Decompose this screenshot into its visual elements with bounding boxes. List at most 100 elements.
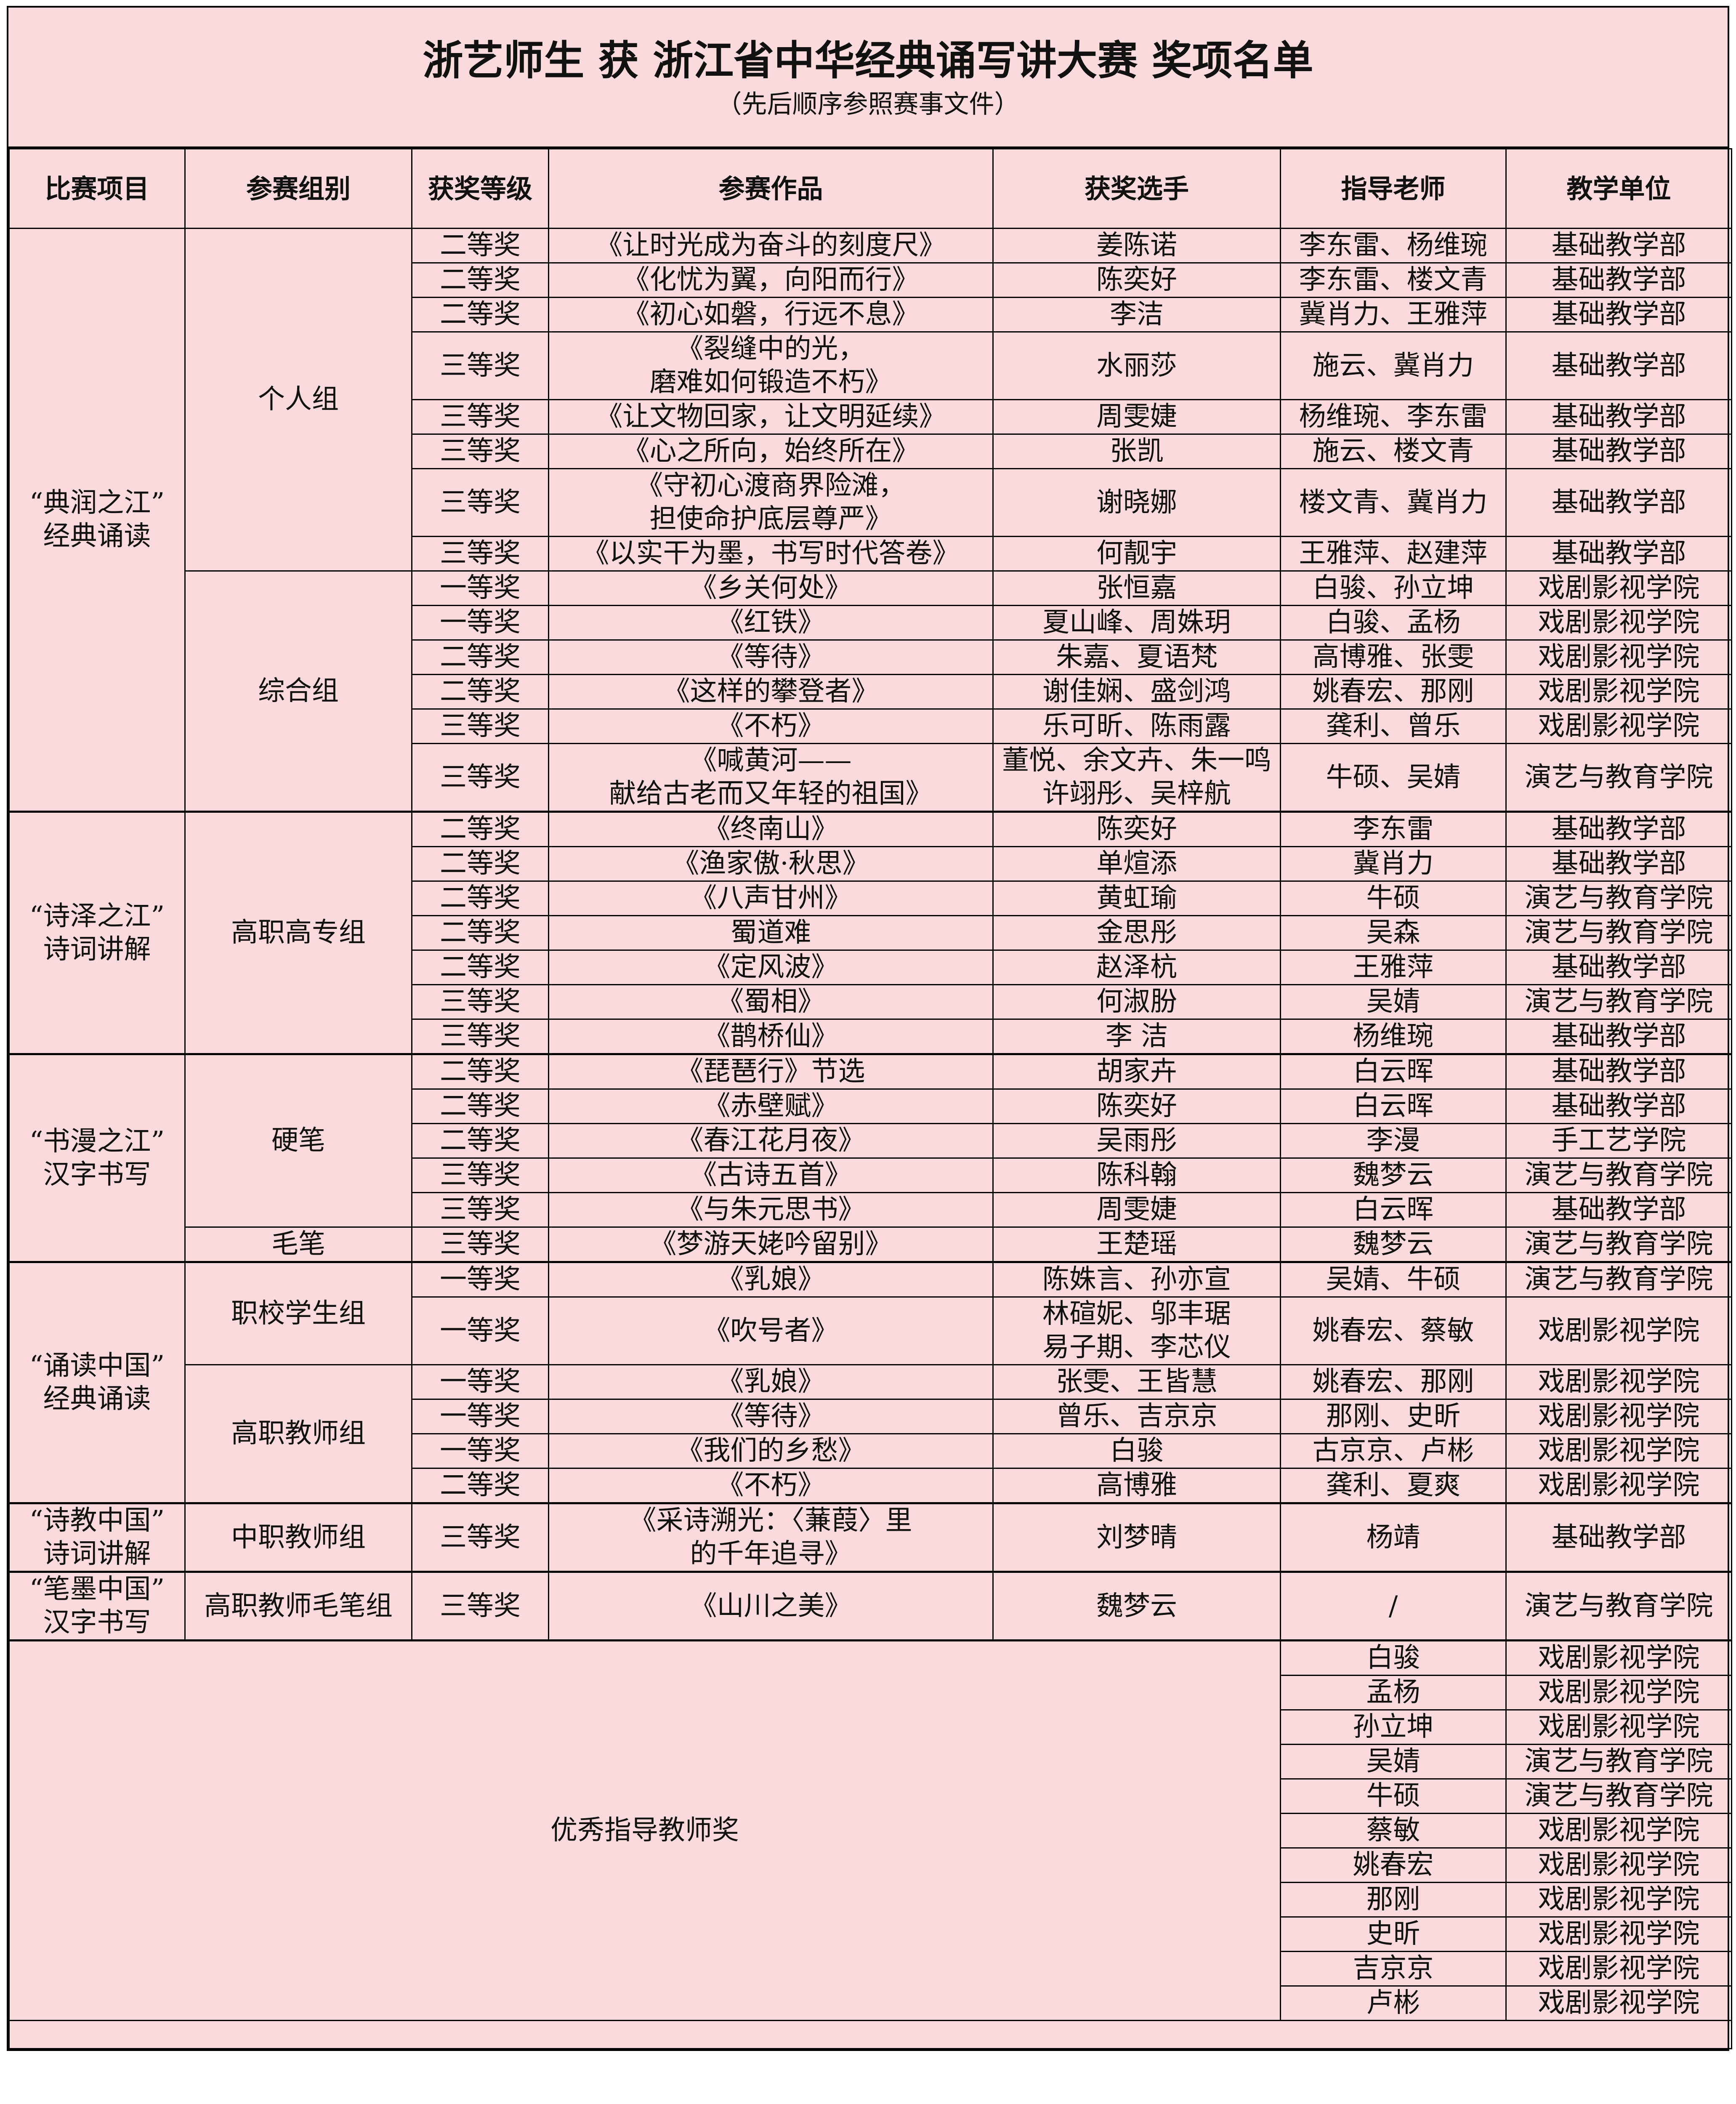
winner-cell: 刘梦晴: [992, 1502, 1281, 1572]
unit-cell: 基础教学部: [1505, 297, 1732, 332]
teacher-cell: 李东雷、杨维琬: [1280, 228, 1507, 263]
teacher-cell: 姚春宏、蔡敏: [1280, 1296, 1507, 1365]
winner-cell: 陈奕好: [992, 262, 1281, 298]
unit-cell: 戏剧影视学院: [1505, 1433, 1732, 1469]
work-cell: 《渔家傲·秋思》: [548, 846, 994, 882]
teacher-cell: 白骏、孟杨: [1280, 605, 1507, 641]
teacher-cell: 牛硕: [1280, 880, 1507, 916]
teacher-cell: 王雅萍、赵建萍: [1280, 536, 1507, 572]
unit-cell: 演艺与教育学院: [1505, 1744, 1732, 1779]
table-row: 二等奖 《不朽》 高博雅 龚利、夏爽 戏剧影视学院: [9, 1468, 1732, 1504]
teacher-cell: 杨靖: [1280, 1502, 1507, 1572]
page-title: 浙艺师生 获 浙江省中华经典诵写讲大赛 奖项名单: [423, 37, 1313, 84]
unit-cell: 戏剧影视学院: [1505, 1296, 1732, 1365]
unit-cell: 演艺与教育学院: [1505, 1226, 1732, 1263]
winner-cell: 高博雅: [992, 1468, 1281, 1504]
page-subtitle: （先后顺序参照赛事文件）: [716, 90, 1020, 119]
teacher-cell: 牛硕: [1280, 1778, 1507, 1814]
table-row: 三等奖 《裂缝中的光， 磨难如何锻造不朽》 水丽莎 施云、冀肖力 基础教学部: [9, 331, 1732, 400]
teacher-cell: 李东雷: [1280, 811, 1507, 847]
teacher-cell: 孙立坤: [1280, 1709, 1507, 1745]
unit-cell: 基础教学部: [1505, 1192, 1732, 1228]
unit-cell: 基础教学部: [1505, 1088, 1732, 1124]
winner-cell: 周雯婕: [992, 399, 1281, 435]
competition-cell: “诗教中国” 诗词讲解: [8, 1502, 186, 1572]
teacher-cell: 姚春宏、那刚: [1280, 1364, 1507, 1400]
teacher-cell: 杨维琬、李东雷: [1280, 399, 1507, 435]
unit-cell: 戏剧影视学院: [1505, 605, 1732, 641]
award-level-cell: 三等奖: [411, 1192, 549, 1228]
unit-cell: 演艺与教育学院: [1505, 880, 1732, 916]
competition-cell: “诵读中国” 经典诵读: [8, 1261, 186, 1504]
teacher-cell: 施云、冀肖力: [1280, 331, 1507, 400]
unit-cell: 演艺与教育学院: [1505, 1778, 1732, 1814]
unit-cell: 戏剧影视学院: [1505, 1399, 1732, 1434]
unit-cell: 基础教学部: [1505, 262, 1732, 298]
group-cell: 职校学生组: [184, 1261, 412, 1365]
award-table-body: “典润之江” 经典诵读 个人组 二等奖 《让时光成为奋斗的刻度尺》 姜陈诺 李东雷、杨维琬…: [8, 228, 1732, 2049]
teacher-cell: 魏梦云: [1280, 1157, 1507, 1193]
header-row: 比赛项目 参赛组别 获奖等级 参赛作品 获奖选手 指导老师 教学单位: [8, 148, 1732, 229]
award-level-cell: 二等奖: [411, 1053, 549, 1090]
table-row: “书漫之江” 汉字书写 硬笔 二等奖 《琵琶行》节选 胡家卉 白云晖 基础教学部: [8, 1053, 1732, 1263]
unit-cell: 戏剧影视学院: [1505, 1882, 1732, 1918]
table-row: 三等奖 《以实干为墨，书写时代答卷》 何靓宇 王雅萍、赵建萍 基础教学部: [9, 536, 1732, 572]
work-cell: 《春江花月夜》: [548, 1123, 994, 1159]
unit-cell: 戏剧影视学院: [1505, 1916, 1732, 1952]
award-level-cell: 三等奖: [411, 468, 549, 537]
unit-cell: 基础教学部: [1505, 399, 1732, 435]
table-row: 综合组 一等奖 《乡关何处》 张恒嘉 白骏、孙立坤 戏剧影视学院: [9, 570, 1732, 812]
work-cell: 《化忧为翼，向阳而行》: [548, 262, 994, 298]
teacher-cell: 牛硕、吴婧: [1280, 743, 1507, 812]
table-row: 二等奖 《春江花月夜》 吴雨彤 李漫 手工艺学院: [9, 1123, 1732, 1159]
group-cell: 高职高专组: [184, 811, 412, 1055]
unit-cell: 基础教学部: [1505, 331, 1732, 400]
unit-cell: 戏剧影视学院: [1505, 1709, 1732, 1745]
winner-cell: 朱嘉、夏语梵: [992, 639, 1281, 675]
excellent-teacher-row: 孟杨 戏剧影视学院: [9, 1675, 1732, 1710]
teacher-cell: 冀肖力: [1280, 846, 1507, 882]
group-cell: 中职教师组: [184, 1502, 412, 1572]
winner-cell: 曾乐、吉京京: [992, 1399, 1281, 1434]
work-cell: 《这样的攀登者》: [548, 674, 994, 710]
award-level-cell: 一等奖: [411, 1364, 549, 1400]
unit-cell: 演艺与教育学院: [1505, 915, 1732, 951]
teacher-cell: 冀肖力、王雅萍: [1280, 297, 1507, 332]
work-cell: 《与朱元思书》: [548, 1192, 994, 1228]
unit-cell: 基础教学部: [1505, 1502, 1732, 1572]
unit-cell: 戏剧影视学院: [1505, 674, 1732, 710]
teacher-cell: 施云、楼文青: [1280, 434, 1507, 469]
unit-cell: 戏剧影视学院: [1505, 639, 1732, 675]
teacher-cell: 杨维琬: [1280, 1019, 1507, 1055]
work-cell: 《赤壁赋》: [548, 1088, 994, 1124]
teacher-cell: 吴婧: [1280, 1744, 1507, 1779]
unit-cell: 基础教学部: [1505, 1019, 1732, 1055]
winner-cell: 夏山峰、周姝玥: [992, 605, 1281, 641]
work-cell: 《不朽》: [548, 1468, 994, 1504]
unit-cell: 演艺与教育学院: [1505, 1261, 1732, 1298]
winner-cell: 王楚瑶: [992, 1226, 1281, 1263]
group-cell: 高职教师毛笔组: [184, 1571, 412, 1641]
unit-cell: 戏剧影视学院: [1505, 1639, 1732, 1676]
work-cell: 《守初心渡商界险滩， 担使命护底层尊严》: [548, 468, 994, 537]
excellent-teacher-row: 优秀指导教师奖 白骏 戏剧影视学院: [8, 1639, 1732, 2021]
teacher-cell: 白骏、孙立坤: [1280, 570, 1507, 606]
winner-cell: 谢晓娜: [992, 468, 1281, 537]
work-cell: 《乳娘》: [548, 1261, 994, 1298]
teacher-cell: 白云晖: [1280, 1088, 1507, 1124]
teacher-cell: 李东雷、楼文青: [1280, 262, 1507, 298]
award-level-cell: 三等奖: [411, 399, 549, 435]
unit-cell: 演艺与教育学院: [1505, 1157, 1732, 1193]
winner-cell: 李洁: [992, 297, 1281, 332]
unit-cell: 手工艺学院: [1505, 1123, 1732, 1159]
winner-cell: 谢佳娴、盛剑鸿: [992, 674, 1281, 710]
award-level-cell: 二等奖: [411, 950, 549, 985]
group-cell: 高职教师组: [184, 1364, 412, 1504]
award-table: 比赛项目 参赛组别 获奖等级 参赛作品 获奖选手 指导老师 教学单位 “典润之江…: [8, 148, 1732, 2049]
award-level-cell: 三等奖: [411, 331, 549, 400]
work-cell: 《初心如磐，行远不息》: [548, 297, 994, 332]
group-cell: 综合组: [184, 570, 412, 812]
work-cell: 《让时光成为奋斗的刻度尺》: [548, 228, 994, 263]
unit-cell: 戏剧影视学院: [1505, 1951, 1732, 1987]
winner-cell: 赵泽杭: [992, 950, 1281, 985]
